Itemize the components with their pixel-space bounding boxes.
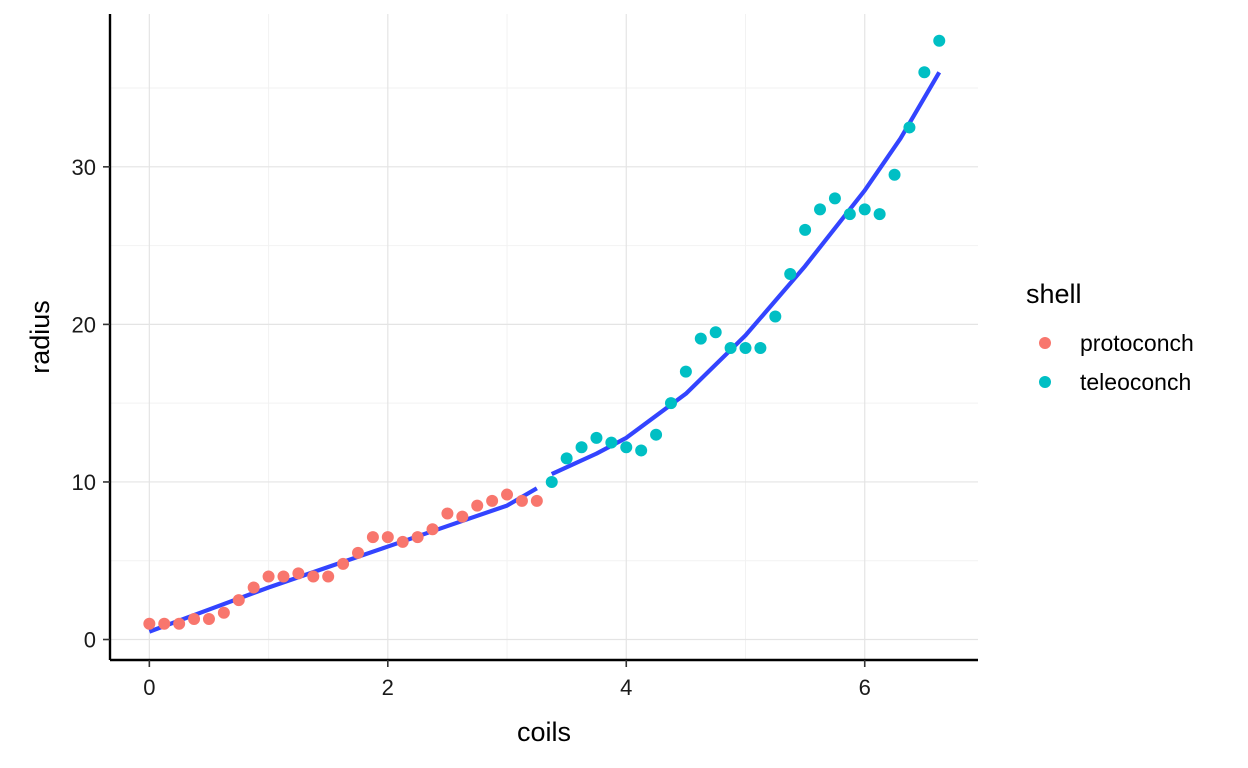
data-points: [143, 34, 946, 630]
y-tick-label: 10: [72, 470, 96, 495]
point-teleoconch: [664, 397, 677, 410]
legend-items: protoconch teleoconch: [1039, 330, 1194, 395]
point-protoconch: [501, 488, 514, 501]
point-protoconch: [381, 531, 394, 544]
point-teleoconch: [784, 267, 797, 280]
point-teleoconch: [605, 436, 618, 449]
grid: [110, 14, 978, 660]
point-teleoconch: [754, 342, 767, 355]
plot-panel: [110, 14, 978, 660]
point-protoconch: [471, 499, 484, 512]
point-protoconch: [173, 617, 186, 630]
point-protoconch: [366, 531, 379, 544]
point-teleoconch: [620, 441, 633, 454]
point-teleoconch: [888, 168, 901, 181]
point-teleoconch: [814, 203, 827, 216]
y-axis-ticks: 0 10 20 30: [72, 155, 110, 653]
x-axis-title: coils: [517, 717, 571, 747]
x-tick-label: 2: [382, 675, 394, 700]
point-teleoconch: [843, 208, 856, 221]
point-teleoconch: [560, 452, 573, 465]
legend: shell protoconch teleoconch: [1026, 279, 1194, 395]
legend-label-teleoconch: teleoconch: [1080, 369, 1191, 395]
point-protoconch: [456, 510, 469, 523]
point-protoconch: [337, 557, 350, 570]
point-teleoconch: [858, 203, 871, 216]
x-tick-label: 0: [143, 675, 155, 700]
point-protoconch: [322, 570, 335, 583]
point-teleoconch: [590, 431, 603, 444]
point-protoconch: [158, 617, 171, 630]
point-protoconch: [232, 594, 245, 607]
point-teleoconch: [635, 444, 648, 457]
x-tick-label: 6: [859, 675, 871, 700]
point-protoconch: [292, 567, 305, 580]
point-teleoconch: [694, 332, 707, 345]
axes: [108, 14, 978, 662]
fit-line-2: [550, 71, 942, 476]
point-protoconch: [441, 507, 454, 520]
point-protoconch: [515, 494, 528, 507]
point-teleoconch: [724, 342, 737, 355]
point-teleoconch: [575, 441, 588, 454]
point-protoconch: [247, 581, 260, 594]
point-protoconch: [143, 617, 156, 630]
point-protoconch: [396, 535, 409, 548]
x-axis-ticks: 0 2 4 6: [143, 660, 871, 700]
legend-key-teleoconch: [1039, 376, 1051, 388]
point-protoconch: [411, 531, 424, 544]
point-protoconch: [352, 546, 364, 559]
point-teleoconch: [873, 208, 886, 221]
point-protoconch: [307, 570, 320, 583]
point-teleoconch: [903, 121, 916, 134]
point-protoconch: [188, 613, 201, 626]
point-protoconch: [277, 570, 290, 583]
point-teleoconch: [828, 192, 841, 205]
y-tick-label: 20: [72, 312, 96, 337]
point-teleoconch: [799, 223, 812, 236]
y-tick-label: 30: [72, 155, 96, 180]
point-protoconch: [426, 523, 439, 536]
point-teleoconch: [769, 310, 782, 323]
y-axis-title: radius: [25, 300, 55, 374]
point-teleoconch: [739, 342, 752, 355]
point-protoconch: [486, 494, 499, 507]
point-teleoconch: [545, 475, 558, 488]
point-protoconch: [217, 606, 230, 619]
point-teleoconch: [679, 365, 692, 378]
point-teleoconch: [709, 326, 722, 339]
point-teleoconch: [918, 66, 931, 79]
point-protoconch: [530, 494, 543, 507]
x-tick-label: 4: [620, 675, 632, 700]
point-protoconch: [262, 570, 275, 583]
legend-label-protoconch: protoconch: [1080, 330, 1194, 356]
legend-key-protoconch: [1039, 337, 1051, 349]
point-teleoconch: [650, 428, 663, 441]
y-tick-label: 0: [84, 628, 96, 653]
point-protoconch: [202, 613, 215, 626]
legend-title: shell: [1026, 279, 1082, 309]
point-teleoconch: [933, 34, 946, 47]
